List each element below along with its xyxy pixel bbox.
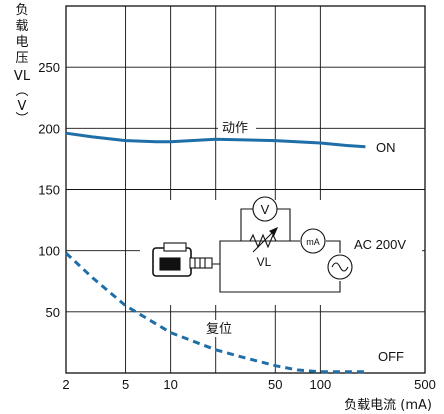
- y-tick-label: 100: [38, 244, 60, 259]
- x-tick-label: 500: [414, 377, 436, 392]
- series-line-on: [65, 131, 366, 149]
- resistor-icon: [249, 233, 277, 249]
- y-label-char: 负: [15, 3, 28, 18]
- supply-label: AC 200V: [354, 237, 406, 252]
- y-label-char: 电: [15, 35, 28, 50]
- y-label-char: 压: [15, 51, 28, 66]
- voltmeter-icon: [252, 196, 278, 222]
- plot-border: [65, 5, 426, 374]
- inset-wire-right: [326, 240, 341, 253]
- x-tick-label: 2: [62, 377, 69, 392]
- series-label-off: OFF: [378, 349, 404, 364]
- circuit-inset: [140, 196, 422, 305]
- ammeter-icon: [300, 228, 326, 254]
- axis-ticks: 2 5 10 50 100 500 50 100 150 200 250: [38, 60, 436, 392]
- ammeter-label: mA: [306, 237, 320, 247]
- x-axis-label: 负载电流 (mA): [344, 398, 432, 413]
- y-label-char: V: [18, 99, 27, 114]
- series-line-off: [64, 252, 366, 374]
- y-label-char: VL: [14, 69, 31, 84]
- variable-arrowhead-icon: [269, 226, 279, 236]
- x-tick-label: 100: [310, 377, 332, 392]
- y-tick-label: 200: [38, 121, 60, 136]
- y-tick-label: 250: [38, 60, 60, 75]
- voltmeter-label: V: [261, 202, 270, 217]
- x-tick-label: 50: [268, 377, 282, 392]
- y-tick-label: 150: [38, 183, 60, 198]
- resistor-label: VL: [257, 255, 272, 269]
- series-annotation-on: 动作: [222, 121, 248, 136]
- inset-wire-main: [219, 240, 300, 264]
- series-label-on: ON: [376, 140, 396, 155]
- series-layer: ON 动作 OFF 复位: [64, 119, 404, 374]
- ac-wave-icon: [331, 262, 349, 272]
- y-label-char: ︶: [15, 112, 28, 127]
- sensor-device-icon: [152, 242, 213, 277]
- y-label-char: 载: [15, 19, 28, 34]
- y-label-char: ︵: [15, 84, 28, 99]
- series-annotation-off: 复位: [206, 322, 232, 337]
- x-tick-label: 10: [163, 377, 177, 392]
- annotation-background: [202, 320, 240, 337]
- annotation-background: [218, 119, 256, 136]
- y-tick-label: 50: [46, 305, 60, 320]
- x-tick-label: 5: [122, 377, 129, 392]
- inset-wire-bottom: [212, 263, 341, 293]
